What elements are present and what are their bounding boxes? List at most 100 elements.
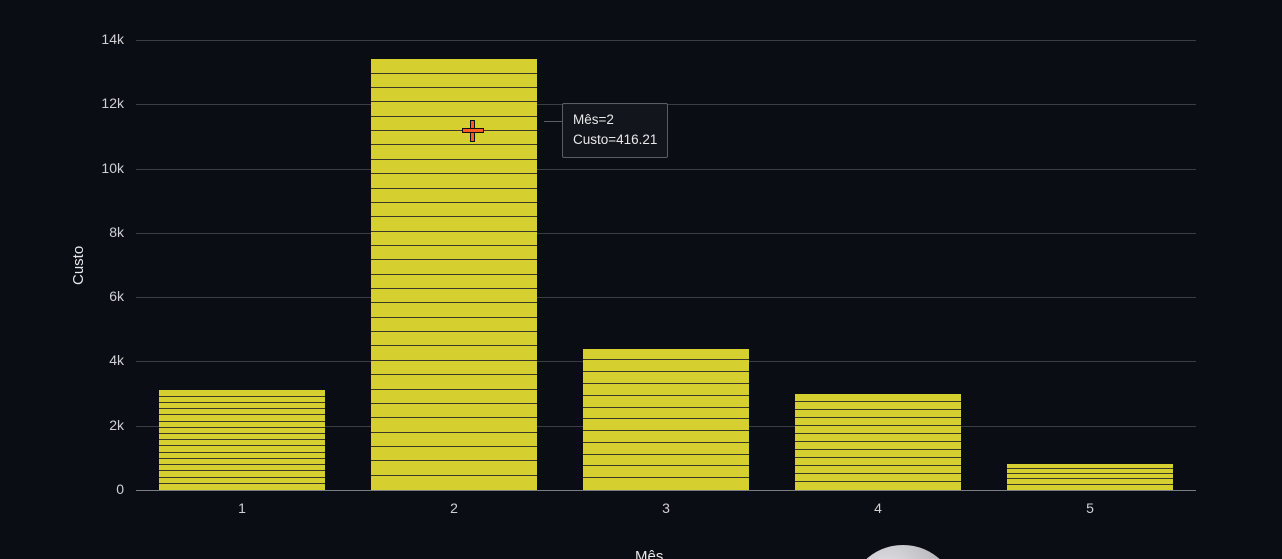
bar-segment-divider <box>583 395 748 396</box>
bar-segment-divider <box>795 401 960 402</box>
x-tick-label: 1 <box>222 500 262 516</box>
bar-segment-divider <box>371 374 536 375</box>
bar-segment-divider <box>795 441 960 442</box>
bar-segment-divider <box>371 144 536 145</box>
decorative-sphere <box>848 545 958 559</box>
bar-segment-divider <box>371 446 536 447</box>
bar-segment-divider <box>371 432 536 433</box>
bar-segment-divider <box>583 371 748 372</box>
y-tick-label: 0 <box>116 481 124 497</box>
bar-segment-divider <box>583 383 748 384</box>
bar-segment-divider <box>159 421 324 422</box>
bar-segment-divider <box>583 454 748 455</box>
bar-segment-divider <box>371 331 536 332</box>
y-tick-label: 6k <box>109 288 124 304</box>
x-axis-title: Mês <box>635 548 663 559</box>
bar[interactable] <box>1007 464 1172 490</box>
bar-segment-divider <box>159 408 324 409</box>
y-tick-label: 8k <box>109 224 124 240</box>
bar-segment-divider <box>583 442 748 443</box>
bar-segment-divider <box>795 425 960 426</box>
bar-segment-divider <box>795 473 960 474</box>
bar-segment-divider <box>159 433 324 434</box>
bar-segment-divider <box>371 87 536 88</box>
bar-segment-divider <box>583 359 748 360</box>
bar-segment-divider <box>583 407 748 408</box>
bar-segment-divider <box>371 274 536 275</box>
bar-segment-divider <box>371 475 536 476</box>
bar-segment-divider <box>371 417 536 418</box>
bar-segment-divider <box>371 460 536 461</box>
y-axis-title: Custo <box>70 246 87 285</box>
bar-segment-divider <box>371 345 536 346</box>
bar-chart[interactable]: Custo Mês Mês=2 Custo=416.21 02k4k6k8k10… <box>0 0 1282 559</box>
bar-segment-divider <box>159 464 324 465</box>
bar-segment-divider <box>795 449 960 450</box>
tooltip-line-2: Custo=416.21 <box>573 130 657 150</box>
bar-segment-divider <box>371 188 536 189</box>
bar-segment-divider <box>159 402 324 403</box>
bar-segment-divider <box>371 259 536 260</box>
bar-segment-divider <box>795 417 960 418</box>
bar-segment-divider <box>795 465 960 466</box>
bar-segment-divider <box>1007 484 1172 485</box>
gridline <box>136 233 1196 234</box>
bar-segment-divider <box>159 477 324 478</box>
bar-segment-divider <box>1007 468 1172 469</box>
x-tick-label: 2 <box>434 500 474 516</box>
x-axis-line <box>136 490 1196 491</box>
y-tick-label: 12k <box>101 95 124 111</box>
bar-segment-divider <box>583 465 748 466</box>
bar-segment-divider <box>371 389 536 390</box>
y-tick-label: 2k <box>109 417 124 433</box>
tooltip-spike <box>544 121 562 122</box>
bar[interactable] <box>159 390 324 490</box>
bar-segment-divider <box>371 288 536 289</box>
y-tick-label: 14k <box>101 31 124 47</box>
gridline <box>136 297 1196 298</box>
x-tick-label: 5 <box>1070 500 1110 516</box>
bar-segment-divider <box>371 73 536 74</box>
bar-segment-divider <box>583 418 748 419</box>
gridline <box>136 169 1196 170</box>
bar-segment-divider <box>159 458 324 459</box>
bar-segment-divider <box>371 317 536 318</box>
bar-segment-divider <box>583 430 748 431</box>
bar-segment-divider <box>795 481 960 482</box>
bar[interactable] <box>795 394 960 490</box>
bar-segment-divider <box>159 483 324 484</box>
bar-segment-divider <box>371 130 536 131</box>
bar-segment-divider <box>159 427 324 428</box>
bar-segment-divider <box>1007 473 1172 474</box>
bar-segment-divider <box>371 101 536 102</box>
bar-segment-divider <box>1007 478 1172 479</box>
bar-segment-divider <box>159 470 324 471</box>
bar-segment-divider <box>583 477 748 478</box>
bar-segment-divider <box>371 403 536 404</box>
bar-segment-divider <box>795 433 960 434</box>
bar-segment-divider <box>371 231 536 232</box>
hover-tooltip: Mês=2 Custo=416.21 <box>562 103 668 158</box>
bar-segment-divider <box>159 445 324 446</box>
bar-segment-divider <box>371 173 536 174</box>
bar-segment-divider <box>371 245 536 246</box>
bar-segment-divider <box>159 452 324 453</box>
bar-segment-divider <box>159 396 324 397</box>
bar-segment-divider <box>371 302 536 303</box>
gridline <box>136 40 1196 41</box>
y-tick-label: 10k <box>101 160 124 176</box>
bar-segment-divider <box>795 457 960 458</box>
tooltip-line-1: Mês=2 <box>573 110 657 130</box>
x-tick-label: 3 <box>646 500 686 516</box>
bar[interactable] <box>583 349 748 490</box>
bar[interactable] <box>371 59 536 490</box>
bar-segment-divider <box>371 360 536 361</box>
x-tick-label: 4 <box>858 500 898 516</box>
bar-segment-divider <box>159 414 324 415</box>
bar-segment-divider <box>371 202 536 203</box>
bar-segment-divider <box>371 216 536 217</box>
bar-segment-divider <box>159 439 324 440</box>
bar-segment-divider <box>371 159 536 160</box>
bar-segment-divider <box>371 116 536 117</box>
bar-segment-divider <box>795 409 960 410</box>
